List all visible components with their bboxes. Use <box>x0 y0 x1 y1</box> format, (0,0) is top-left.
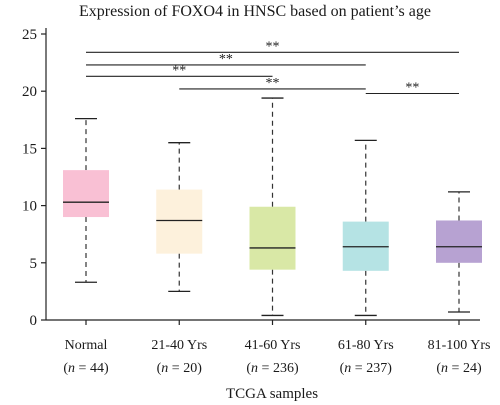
y-tick-label: 0 <box>30 313 38 329</box>
significance-label: ** <box>266 76 280 91</box>
axes: 0 5 10 15 20 25 <box>22 27 480 329</box>
category-label: 21-40 Yrs <box>151 338 207 353</box>
category-labels: Normal (n = 44) 21-40 Yrs (n = 20) 41-60 Yrs… <box>63 338 490 376</box>
boxes <box>63 97 482 317</box>
y-tick-label: 5 <box>30 256 38 272</box>
category-label: Normal <box>65 338 108 353</box>
sample-size-label: (n = 237) <box>340 361 393 376</box>
significance-label: ** <box>172 63 186 78</box>
significance-bracket: ** <box>86 39 459 54</box>
category-label: 41-60 Yrs <box>245 338 301 353</box>
sample-size-label: (n = 20) <box>157 361 203 376</box>
iqr-box <box>63 170 109 218</box>
significance-bracket: ** <box>179 76 366 91</box>
category-label: 81-100 Yrs <box>428 338 491 353</box>
significance-brackets: ** ** ** ** ** <box>86 39 459 95</box>
box-2 <box>156 142 203 293</box>
box-3 <box>249 97 296 317</box>
box-1 <box>63 118 109 283</box>
sample-size-label: (n = 44) <box>63 361 109 376</box>
significance-label: ** <box>219 52 233 67</box>
iqr-box <box>436 220 482 263</box>
y-tick-label: 10 <box>22 199 37 215</box>
sample-size-label: (n = 24) <box>436 361 482 376</box>
y-tick-label: 15 <box>22 141 37 157</box>
category-label: 61-80 Yrs <box>338 338 394 353</box>
x-axis-label: TCGA samples <box>226 386 318 402</box>
y-tick-label: 25 <box>22 27 37 43</box>
box-4 <box>342 139 389 317</box>
significance-bracket: ** <box>86 52 366 67</box>
significance-bracket: ** <box>86 63 273 78</box>
significance-label: ** <box>266 39 280 54</box>
significance-bracket: ** <box>365 80 459 95</box>
significance-label: ** <box>405 80 419 95</box>
iqr-box <box>156 189 203 254</box>
iqr-box <box>249 206 296 270</box>
y-tick-label: 20 <box>22 84 37 100</box>
chart-title: Expression of FOXO4 in HNSC based on pat… <box>79 3 431 20</box>
box-5 <box>436 191 482 313</box>
sample-size-label: (n = 236) <box>246 361 299 376</box>
